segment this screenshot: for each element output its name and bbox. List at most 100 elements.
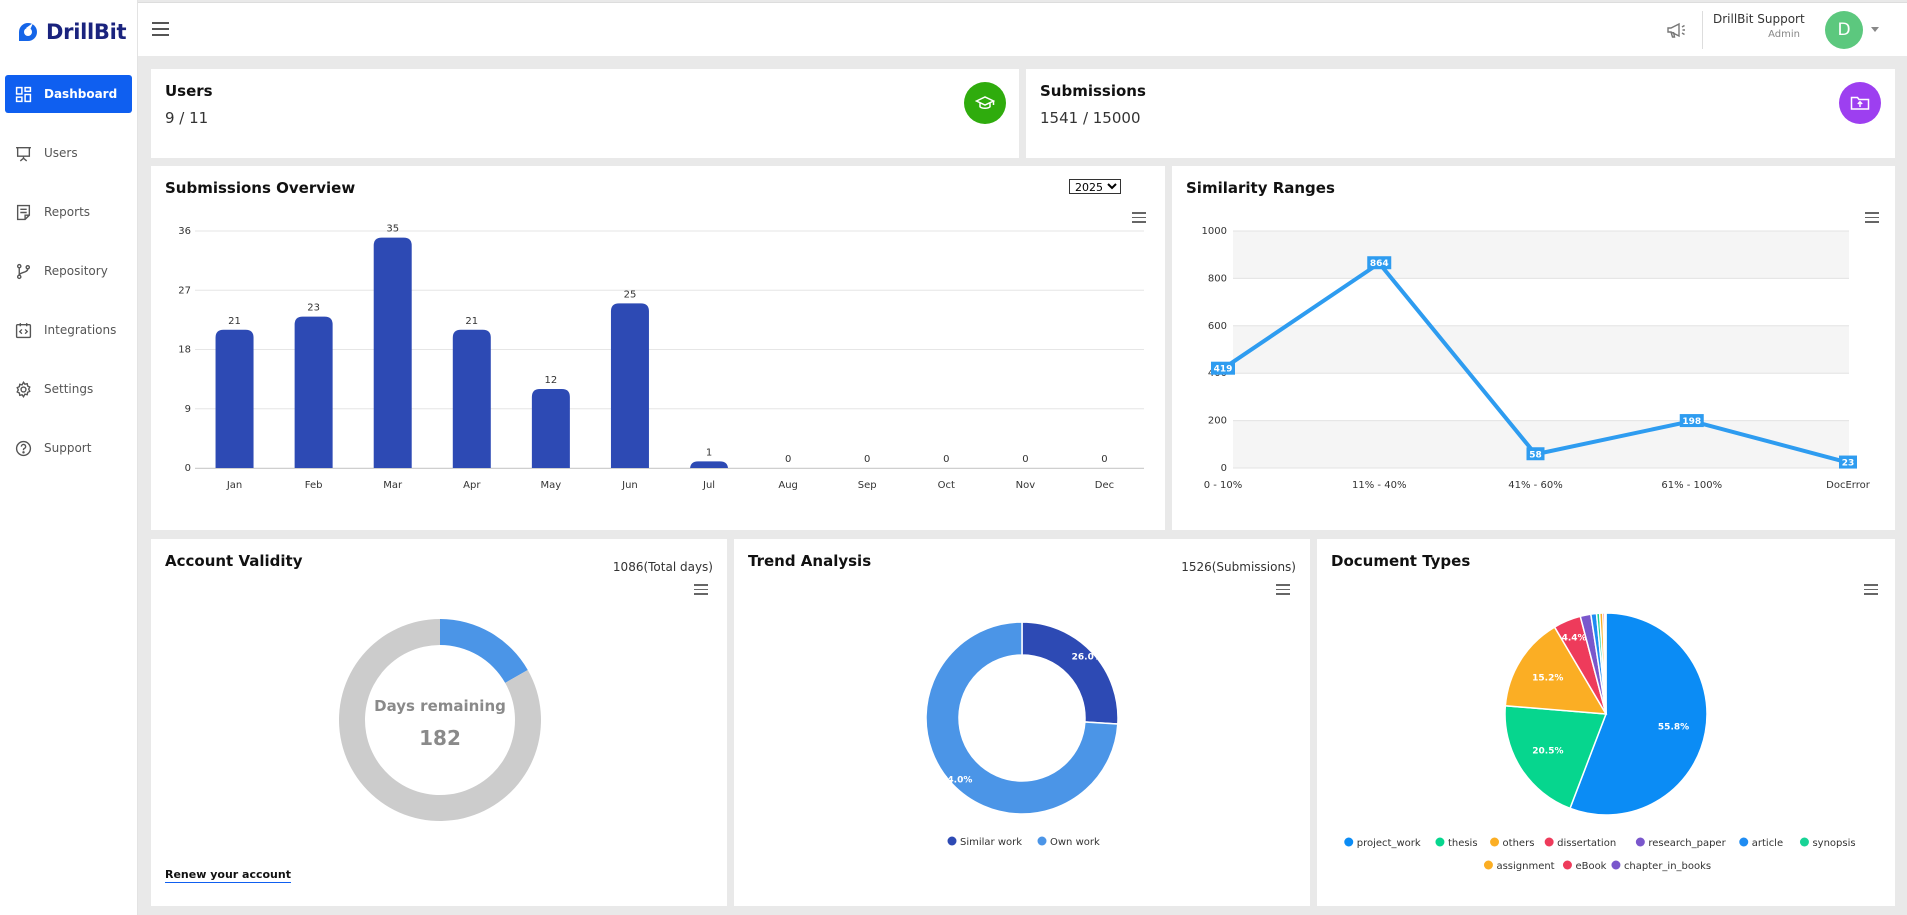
data-label-box xyxy=(1679,414,1704,428)
y-tick-label: 800 xyxy=(1208,273,1227,284)
legend-label[interactable]: assignment xyxy=(1496,861,1554,872)
x-tick-label: Apr xyxy=(463,480,481,491)
sidebar-item-support[interactable]: Support xyxy=(5,429,132,467)
bar[interactable] xyxy=(215,329,254,468)
x-tick-label: DocError xyxy=(1826,480,1871,491)
legend-label[interactable]: Own work xyxy=(1050,837,1100,848)
legend-label[interactable]: synopsis xyxy=(1812,838,1855,849)
x-tick-label: Sep xyxy=(858,480,877,491)
sidebar-item-settings[interactable]: Settings xyxy=(5,370,132,408)
bar[interactable] xyxy=(452,329,491,468)
chart-menu-icon[interactable] xyxy=(1865,212,1879,223)
document-types-pie-chart: 55.8% 20.5% 15.2% 4.4% project_work thesis oth… xyxy=(1344,612,1856,872)
chart-menu-icon[interactable] xyxy=(1864,584,1878,595)
graduation-cap-icon xyxy=(975,96,995,110)
pie-slice[interactable] xyxy=(1603,612,1607,715)
sidebar-item-integrations[interactable]: Integrations xyxy=(5,311,132,349)
folder-upload-icon xyxy=(1850,96,1870,110)
renew-account-link[interactable]: Renew your account xyxy=(165,868,291,883)
legend-label[interactable]: project_work xyxy=(1357,838,1421,849)
sidebar-nav: Dashboard Users Reports Repository Integ… xyxy=(5,75,132,488)
year-select[interactable]: 2025 xyxy=(1069,179,1121,194)
legend-marker xyxy=(1635,837,1645,847)
trend-analysis-card: Trend Analysis 1526(Submissions) 26.0% 74… xyxy=(734,539,1310,906)
x-tick-label: Mar xyxy=(383,480,403,491)
x-tick-label: Jul xyxy=(702,480,715,491)
branch-icon xyxy=(16,263,31,279)
sidebar-item-reports[interactable]: Reports xyxy=(5,193,132,231)
legend-label[interactable]: research_paper xyxy=(1648,838,1726,849)
sidebar-item-dashboard[interactable]: Dashboard xyxy=(5,75,132,113)
legend-label[interactable]: dissertation xyxy=(1557,838,1616,849)
card-title: Submissions xyxy=(1040,82,1146,100)
bar[interactable] xyxy=(531,389,570,468)
pie-slice[interactable] xyxy=(1504,704,1608,810)
legend-marker xyxy=(947,836,957,846)
presentation-board-icon xyxy=(16,146,31,161)
data-label: 864 xyxy=(1370,259,1389,269)
data-label: 74.0% xyxy=(941,775,972,785)
data-label: 21 xyxy=(465,316,478,327)
bar[interactable] xyxy=(294,316,333,468)
avatar[interactable]: D xyxy=(1825,11,1863,49)
card-title: Similarity Ranges xyxy=(1186,179,1335,197)
y-tick-label: 9 xyxy=(185,404,191,415)
hamburger-menu-icon[interactable] xyxy=(152,22,169,36)
megaphone-icon[interactable] xyxy=(1665,20,1687,40)
legend-label[interactable]: article xyxy=(1752,838,1783,849)
sidebar-item-users[interactable]: Users xyxy=(5,134,132,172)
trend-donut-chart: 26.0% 74.0% Similar work Own work xyxy=(925,621,1119,848)
legend-label[interactable]: thesis xyxy=(1448,838,1478,849)
x-tick-label: Oct xyxy=(938,480,955,491)
donut-segment[interactable] xyxy=(925,621,1119,815)
submissions-bar-chart: 0 9 18 27 36 21 Jan 23 Feb 35 Mar 21 Apr 12 May 25 Jun 1 J… xyxy=(178,224,1144,491)
bar[interactable] xyxy=(610,303,649,468)
similarity-ranges-card: Similarity Ranges 020040060080010004190 … xyxy=(1172,166,1895,530)
legend-marker xyxy=(1037,836,1047,846)
code-box-icon xyxy=(15,322,32,338)
donut-segment[interactable] xyxy=(440,619,528,683)
brand-logo[interactable]: DrillBit xyxy=(16,16,127,48)
sidebar-item-repository[interactable]: Repository xyxy=(5,252,132,290)
dashboard-icon xyxy=(15,86,32,102)
users-badge xyxy=(964,82,1006,124)
chevron-down-icon[interactable] xyxy=(1871,27,1879,32)
x-tick-label: Jun xyxy=(621,480,638,491)
legend-label[interactable]: eBook xyxy=(1575,861,1606,872)
donut-segment[interactable] xyxy=(1021,621,1119,725)
legend-label[interactable]: Similar work xyxy=(960,837,1022,848)
grid-band xyxy=(1233,325,1849,374)
sidebar-item-label: Support xyxy=(44,441,92,455)
report-icon xyxy=(16,204,31,220)
x-tick-label: 0 - 10% xyxy=(1204,480,1243,491)
chart-menu-icon[interactable] xyxy=(1276,584,1290,595)
data-label: 26.0% xyxy=(1072,653,1103,663)
user-name[interactable]: DrillBit Support xyxy=(1713,12,1805,26)
pie-slice[interactable] xyxy=(1569,612,1708,816)
y-tick-label: 0 xyxy=(185,463,191,474)
legend-label[interactable]: chapter_in_books xyxy=(1624,861,1711,872)
sidebar-item-label: Integrations xyxy=(44,323,117,337)
data-label: 0 xyxy=(864,454,870,465)
y-tick-label: 1000 xyxy=(1202,226,1227,237)
data-label: 35 xyxy=(386,224,399,235)
chart-menu-icon[interactable] xyxy=(694,584,708,595)
x-tick-label: Nov xyxy=(1016,480,1036,491)
x-tick-label: Jan xyxy=(226,480,242,491)
data-label-box xyxy=(1526,447,1545,461)
y-tick-label: 200 xyxy=(1208,416,1227,427)
legend-marker xyxy=(1562,860,1572,870)
sidebar-item-label: Repository xyxy=(44,264,108,278)
brand-name: DrillBit xyxy=(46,20,127,44)
pie-slice[interactable] xyxy=(1504,626,1608,715)
gear-icon xyxy=(16,380,31,398)
data-label: 0 xyxy=(1101,454,1107,465)
legend-label[interactable]: others xyxy=(1503,838,1535,849)
sidebar-item-label: Settings xyxy=(44,382,94,396)
chart-menu-icon[interactable] xyxy=(1132,212,1146,223)
bar[interactable] xyxy=(690,461,729,470)
bar[interactable] xyxy=(373,237,412,468)
card-title: Document Types xyxy=(1331,552,1471,570)
x-tick-label: 11% - 40% xyxy=(1352,480,1406,491)
